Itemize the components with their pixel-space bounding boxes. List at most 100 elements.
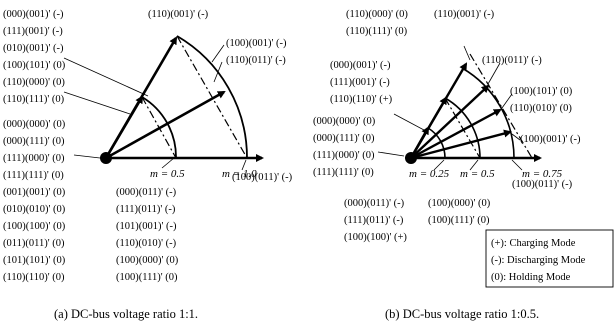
m-label: m = 0.25 bbox=[409, 168, 450, 180]
vector-label: (111)(011)' (-) bbox=[116, 204, 176, 215]
hexagon-edge bbox=[469, 53, 533, 159]
hexagon-edge bbox=[176, 35, 248, 159]
vector-45deg bbox=[410, 84, 490, 159]
label-group-bottom-left-b: (000)(011)' (-) (111)(011)' (-) (100)(10… bbox=[344, 198, 407, 243]
arc-m-0-75 bbox=[461, 67, 515, 159]
vector-label: (000)(111)' (0) bbox=[313, 133, 375, 144]
origin-dot bbox=[405, 152, 417, 164]
vector-label: (110)(111)' (0) bbox=[346, 26, 408, 37]
vector-label: (111)(111)' (0) bbox=[313, 167, 374, 178]
m-label: m = 0.5 bbox=[150, 168, 185, 180]
label-group-zero-vectors-b: (000)(000)' (0) (000)(111)' (0) (111)(00… bbox=[313, 116, 376, 178]
vector-label: (110)(010)' (-) bbox=[116, 238, 177, 249]
vector-label: (100)(011)' (-) bbox=[512, 179, 573, 190]
vector-label: (110)(000)' (0) bbox=[346, 9, 408, 20]
diagram-b: (110)(000)' (0) (110)(111)' (0) (110)(00… bbox=[313, 9, 614, 321]
vector-label: (110)(110)' (+) bbox=[330, 94, 393, 105]
vector-label: (111)(111)' (0) bbox=[3, 170, 64, 181]
leader-line bbox=[487, 62, 501, 85]
vector-label: (100)(101)' (0) bbox=[3, 60, 66, 71]
leader-line bbox=[63, 57, 149, 97]
vector-label: (110)(011)' (-) bbox=[482, 55, 542, 66]
origin-dot bbox=[100, 152, 112, 164]
leader-line bbox=[213, 61, 223, 83]
vector-label: (110)(111)' (0) bbox=[3, 94, 65, 105]
vector-label: (011)(011)' (0) bbox=[3, 238, 65, 249]
label-group-bottom-mid: (000)(011)' (-) (111)(011)' (-) (101)(00… bbox=[116, 187, 179, 283]
leader-line bbox=[469, 159, 479, 171]
vector-15deg bbox=[410, 129, 512, 160]
leader-line bbox=[73, 154, 101, 159]
leader-line bbox=[463, 45, 471, 61]
legend-item-holding: (0): Holding Mode bbox=[491, 272, 571, 283]
label-group-top-left: (000)(001)' (-) (111)(001)' (-) (010)(00… bbox=[3, 9, 66, 105]
vector-label: (001)(001)' (0) bbox=[3, 187, 66, 198]
leader-line bbox=[511, 159, 523, 171]
label-group-zero-vectors: (000)(000)' (0) (000)(111)' (0) (111)(00… bbox=[3, 119, 66, 283]
vector-label: (100)(001)' (-) bbox=[520, 134, 581, 145]
vector-label: (100)(101)' (0) bbox=[510, 86, 573, 97]
leader-line bbox=[501, 93, 513, 109]
vector-label: (000)(001)' (-) bbox=[3, 9, 64, 20]
vector-label: (100)(100)' (+) bbox=[344, 232, 407, 243]
vector-label: (100)(000)' (0) bbox=[116, 255, 179, 266]
leader-line bbox=[241, 159, 247, 171]
hexagon-inner-edge bbox=[444, 97, 481, 159]
vector-label: (000)(000)' (0) bbox=[313, 116, 376, 127]
vector-label: (100)(001)' (-) bbox=[226, 38, 287, 49]
arc-m-0-5 bbox=[444, 97, 481, 159]
vector-label: (100)(100)' (0) bbox=[3, 221, 66, 232]
label-group-right-b: (110)(011)' (-) (100)(101)' (0) (110)(01… bbox=[482, 55, 581, 145]
vector-label: (110)(000)' (0) bbox=[3, 77, 65, 88]
m-label: m = 1.0 bbox=[222, 168, 257, 180]
vector-label: (100)(111)' (0) bbox=[116, 272, 178, 283]
vector-label: (110)(001)' (-) bbox=[148, 9, 209, 20]
leader-line bbox=[377, 151, 405, 157]
m-label: m = 0.5 bbox=[460, 168, 495, 180]
vector-label: (111)(001)' (-) bbox=[330, 77, 390, 88]
vector-label: (111)(001)' (-) bbox=[3, 26, 63, 37]
vector-label: (000)(011)' (-) bbox=[344, 198, 405, 209]
vector-label: (010)(010)' (0) bbox=[3, 204, 66, 215]
caption-b: (b) DC-bus voltage ratio 1:0.5. bbox=[385, 307, 539, 321]
vector-short-60deg bbox=[104, 95, 144, 159]
vector-label: (110)(011)' (-) bbox=[226, 55, 286, 66]
vector-30deg bbox=[105, 90, 226, 160]
arc-m-1 bbox=[176, 35, 248, 159]
m-label: m = 0.75 bbox=[522, 168, 563, 180]
vector-label: (110)(001)' (-) bbox=[434, 9, 495, 20]
label-group-left-b: (000)(001)' (-) (111)(001)' (-) (110)(11… bbox=[330, 60, 393, 105]
caption-a: (a) DC-bus voltage ratio 1:1. bbox=[54, 307, 198, 321]
vector-label: (101)(101)' (0) bbox=[3, 255, 66, 266]
vector-label: (101)(001)' (-) bbox=[116, 221, 177, 232]
legend: (+): Charging Mode (-): Discharging Mode… bbox=[485, 229, 614, 288]
leader-line bbox=[511, 133, 521, 141]
vector-30deg bbox=[410, 108, 502, 160]
leader-line bbox=[393, 113, 425, 131]
vector-label: (100)(000)' (0) bbox=[428, 198, 491, 209]
leader-line bbox=[63, 91, 131, 115]
vector-label: (110)(010)' (0) bbox=[510, 103, 572, 114]
label-group-top-left-b: (110)(000)' (0) (110)(111)' (0) bbox=[346, 9, 408, 37]
vector-label: (010)(001)' (-) bbox=[3, 43, 64, 54]
legend-box bbox=[485, 229, 614, 288]
leader-line bbox=[211, 44, 225, 63]
legend-item-charging: (+): Charging Mode bbox=[491, 238, 576, 249]
label-group-bottom-mid-b: (100)(000)' (0) (100)(111)' (0) bbox=[428, 198, 491, 226]
vector-label: (111)(000)' (0) bbox=[313, 150, 375, 161]
vector-label: (000)(000)' (0) bbox=[3, 119, 66, 130]
leader-line bbox=[433, 159, 445, 171]
vector-label: (110)(110)' (0) bbox=[3, 272, 65, 283]
legend-item-discharging: (-): Discharging Mode bbox=[491, 255, 586, 266]
leader-line bbox=[161, 157, 175, 169]
vector-label: (111)(011)' (-) bbox=[344, 215, 404, 226]
vector-label: (111)(000)' (0) bbox=[3, 153, 65, 164]
vector-label: (000)(111)' (0) bbox=[3, 136, 65, 147]
diagram-a: (000)(001)' (-) (111)(001)' (-) (010)(00… bbox=[3, 9, 293, 321]
vector-label: (100)(011)' (-) bbox=[232, 172, 293, 183]
vector-label: (000)(001)' (-) bbox=[330, 60, 391, 71]
vector-label: (100)(111)' (0) bbox=[428, 215, 490, 226]
vector-label: (000)(011)' (-) bbox=[116, 187, 177, 198]
